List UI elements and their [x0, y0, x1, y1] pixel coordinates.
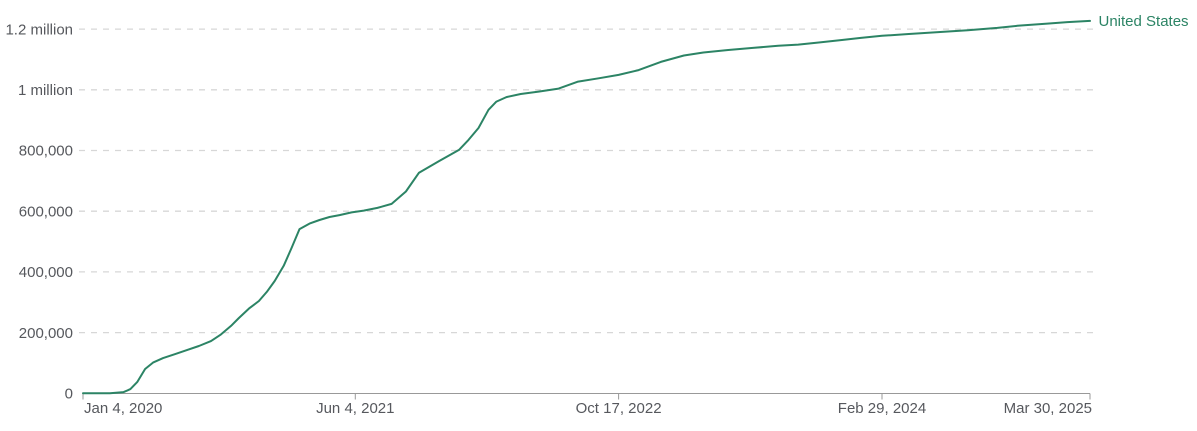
y-axis-labels-group: 0 200,000 400,000 600,000 800,000 1 million 1.… [5, 21, 73, 402]
x-axis-tick-label: Feb 29, 2024 [838, 400, 926, 417]
x-axis-tick-label: Jan 4, 2020 [84, 400, 162, 417]
x-axis-tick-label: Mar 30, 2025 [1004, 400, 1092, 417]
y-axis-tick-label: 400,000 [19, 264, 73, 281]
gridlines-group [79, 28, 1093, 334]
series-line-united-states[interactable] [82, 19, 1091, 395]
series-legend-label[interactable]: United States [1099, 13, 1189, 30]
x-axis-tick-label: Oct 17, 2022 [576, 400, 662, 417]
y-axis-tick-label: 0 [65, 386, 73, 403]
x-axis-labels-group: Jan 4, 2020 Jun 4, 2021 Oct 17, 2022 Feb 29… [84, 400, 1092, 417]
x-axis-ticks-group [82, 393, 1091, 400]
x-axis-tick-label: Jun 4, 2021 [316, 400, 394, 417]
y-axis-tick-label: 200,000 [19, 325, 73, 342]
y-axis-tick-label: 1 million [18, 82, 73, 99]
y-axis-tick-label: 600,000 [19, 203, 73, 220]
y-axis-tick-label: 1.2 million [5, 21, 73, 38]
y-axis-tick-label: 800,000 [19, 143, 73, 160]
